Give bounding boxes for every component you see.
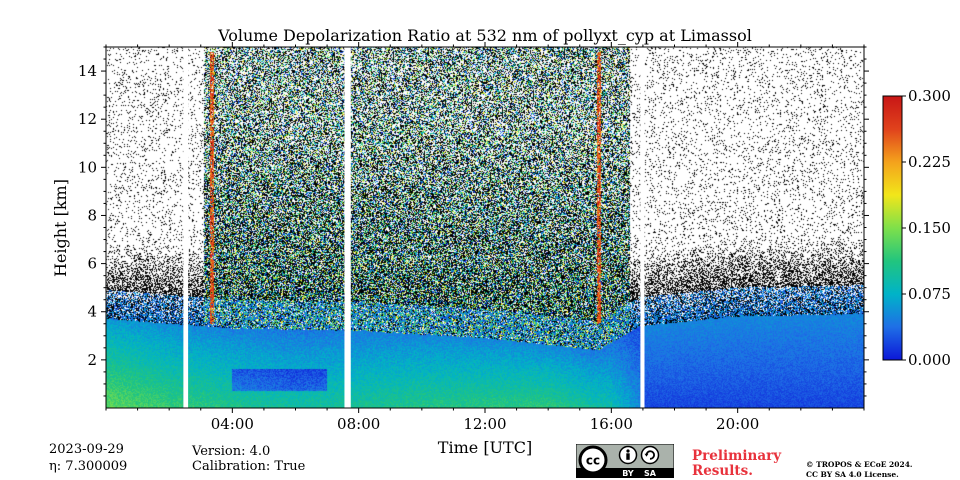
y-axis-label: Height [km] (51, 179, 70, 277)
y-tick-label: 2 (87, 351, 97, 369)
y-tick-label: 12 (78, 110, 97, 128)
colorbar-tick-label: 0.300 (908, 87, 951, 105)
x-tick-label: 16:00 (590, 415, 633, 433)
depolarization-heatmap (106, 47, 864, 408)
data-gap (344, 47, 351, 408)
x-axis-label: Time [UTC] (438, 438, 532, 457)
heatmap-raster (106, 47, 864, 408)
copyright-line-2: CC BY SA 4.0 License. (806, 470, 899, 479)
data-gaps (183, 47, 645, 408)
copyright-note: © TROPOS & ECoE 2024. CC BY SA 4.0 Licen… (806, 460, 913, 480)
colorbar-tick-label: 0.225 (908, 153, 951, 171)
x-tick-label: 12:00 (463, 415, 506, 433)
data-gap (640, 47, 645, 408)
preliminary-line-1: Preliminary (692, 448, 782, 464)
y-tick-label: 4 (87, 303, 97, 321)
calibration-text: Calibration: True (192, 459, 306, 474)
x-tick-label: 04:00 (211, 415, 254, 433)
by-label: BY (622, 469, 634, 478)
x-tick-label: 08:00 (337, 415, 380, 433)
colorbar-tick-label: 0.150 (908, 219, 951, 237)
preliminary-line-2: Results. (692, 463, 753, 479)
x-axis: 04:00 08:00 12:00 16:00 20:00 (105, 42, 865, 433)
preliminary-results-note: Preliminary Results. (692, 449, 781, 479)
cc-by-sa-badge: cc BY SA (576, 444, 674, 478)
version-text: Version: 4.0 (192, 444, 271, 459)
data-gap (183, 47, 189, 408)
y-tick-label: 8 (87, 206, 97, 224)
y-axis: 2 4 6 8 10 12 14 (78, 46, 869, 397)
colorbar-tick-label: 0.075 (908, 285, 951, 303)
y-tick-label: 14 (78, 62, 97, 80)
x-tick-label: 20:00 (716, 415, 759, 433)
sa-icon (640, 445, 660, 465)
colorbar (882, 95, 903, 361)
colorbar-tick-label: 0.000 (908, 351, 951, 369)
colorbar-ticks: 0.000 0.075 0.150 0.225 0.300 (902, 87, 951, 369)
cc-icon (578, 445, 608, 475)
eta-text: η: 7.300009 (49, 459, 128, 474)
cc-icon-text: cc (586, 454, 600, 468)
y-tick-label: 6 (87, 255, 97, 273)
copyright-line-1: © TROPOS & ECoE 2024. (806, 460, 913, 469)
sa-label: SA (644, 469, 657, 478)
date-text: 2023-09-29 (49, 442, 124, 457)
chart-title: Volume Depolarization Ratio at 532 nm of… (217, 26, 752, 45)
y-tick-label: 10 (78, 158, 97, 176)
